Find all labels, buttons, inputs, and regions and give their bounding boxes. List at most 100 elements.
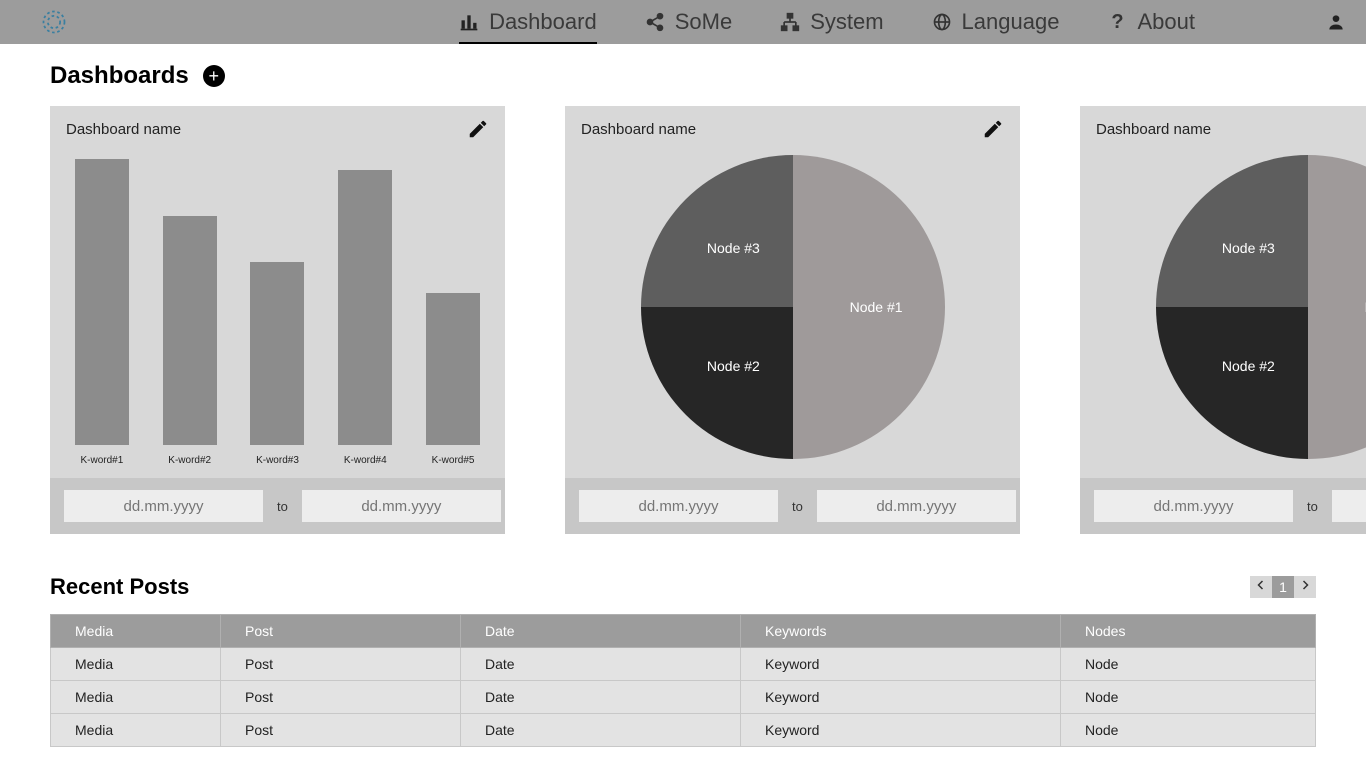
nav-label: Language <box>962 9 1060 35</box>
dashboard-card: Dashboard nameK-word#1K-word#2K-word#3K-… <box>50 106 505 534</box>
bar-label: K-word#4 <box>344 455 387 466</box>
table-cell: Media <box>51 714 221 747</box>
card-title: Dashboard name <box>1096 121 1211 138</box>
nav-dashboard[interactable]: Dashboard <box>459 0 597 44</box>
dashboards-head: Dashboards + <box>50 62 1366 90</box>
recent-posts-table: MediaPostDateKeywordsNodesMediaPostDateK… <box>50 614 1316 747</box>
globe-icon <box>932 12 952 32</box>
bar-label: K-word#1 <box>80 455 123 466</box>
pie-slice-label: Node #3 <box>1222 240 1275 256</box>
to-label: to <box>277 499 288 514</box>
table-cell: Date <box>461 648 741 681</box>
pie-holder: Node #1Node #2Node #3 <box>1156 155 1366 459</box>
nav-label: Dashboard <box>489 9 597 35</box>
bar <box>426 293 480 445</box>
nav-system[interactable]: System <box>780 0 883 44</box>
bar-wrap: K-word#5 <box>421 148 485 466</box>
sitemap-icon <box>780 12 800 32</box>
dashboards-title: Dashboards <box>50 62 189 90</box>
table-cell: Keyword <box>741 714 1061 747</box>
card-title: Dashboard name <box>66 121 181 138</box>
add-dashboard-button[interactable]: + <box>203 65 225 87</box>
card-head: Dashboard name <box>50 106 505 148</box>
nav-label: About <box>1137 9 1195 35</box>
top-nav: Dashboard SoMe System Language ? About <box>0 0 1366 44</box>
date-to-input[interactable] <box>817 490 1016 522</box>
question-icon: ? <box>1107 12 1127 32</box>
date-to-input[interactable] <box>1332 490 1366 522</box>
to-label: to <box>1307 499 1318 514</box>
dashboard-card: Dashboard nameNode #1Node #2Node #3to <box>1080 106 1366 534</box>
card-date-footer: to <box>565 478 1020 534</box>
table-row[interactable]: MediaPostDateKeywordNode <box>51 648 1316 681</box>
bar-label: K-word#5 <box>432 455 475 466</box>
table-header-cell: Nodes <box>1061 615 1316 648</box>
date-from-input[interactable] <box>1094 490 1293 522</box>
bar-label: K-word#2 <box>168 455 211 466</box>
nav-items: Dashboard SoMe System Language ? About <box>459 0 1195 44</box>
table-header-cell: Media <box>51 615 221 648</box>
recent-title: Recent Posts <box>50 574 189 600</box>
table-cell: Node <box>1061 648 1316 681</box>
nav-some[interactable]: SoMe <box>645 0 732 44</box>
edit-icon[interactable] <box>467 118 489 140</box>
pager-page-number: 1 <box>1272 576 1294 598</box>
card-head: Dashboard name <box>565 106 1020 148</box>
nav-about[interactable]: ? About <box>1107 0 1195 44</box>
table-cell: Post <box>221 648 461 681</box>
table-header-row: MediaPostDateKeywordsNodes <box>51 615 1316 648</box>
pie-slice-label: Node #1 <box>850 299 903 315</box>
share-icon <box>645 12 665 32</box>
pie-chart: Node #1Node #2Node #3 <box>1080 148 1366 478</box>
table-header-cell: Keywords <box>741 615 1061 648</box>
chevron-right-icon <box>1299 578 1311 596</box>
table-cell: Keyword <box>741 648 1061 681</box>
card-title: Dashboard name <box>581 121 696 138</box>
bar-chart-icon <box>459 12 479 32</box>
date-from-input[interactable] <box>64 490 263 522</box>
table-cell: Node <box>1061 681 1316 714</box>
pager-prev-button[interactable] <box>1250 576 1272 598</box>
recent-section: Recent Posts 1 MediaPostDateKeywordsNode… <box>50 574 1366 747</box>
table-cell: Node <box>1061 714 1316 747</box>
dashboard-card: Dashboard name Node #1 Node #2 Node #3 to <box>565 106 1020 534</box>
table-row[interactable]: MediaPostDateKeywordNode <box>51 681 1316 714</box>
table-cell: Media <box>51 648 221 681</box>
table-cell: Media <box>51 681 221 714</box>
pager: 1 <box>1250 576 1316 598</box>
bar-label: K-word#3 <box>256 455 299 466</box>
recent-head: Recent Posts 1 <box>50 574 1316 600</box>
plus-icon: + <box>208 67 219 85</box>
card-date-footer: to <box>1080 478 1366 534</box>
chevron-left-icon <box>1255 578 1267 596</box>
bar <box>338 170 392 445</box>
bar-chart: K-word#1 K-word#2 K-word#3 K-word#4 K-word#5 <box>50 148 505 478</box>
edit-icon[interactable] <box>982 118 1004 140</box>
bar-wrap: K-word#2 <box>158 148 222 466</box>
table-cell: Date <box>461 714 741 747</box>
pie-holder: Node #1 Node #2 Node #3 <box>641 155 945 459</box>
nav-language[interactable]: Language <box>932 0 1060 44</box>
pie-chart: Node #1 Node #2 Node #3 <box>565 148 1020 478</box>
pie-slice-label: Node #2 <box>1222 358 1275 374</box>
bar-wrap: K-word#1 <box>70 148 134 466</box>
table-header-cell: Post <box>221 615 461 648</box>
pie-slice-label: Node #2 <box>707 358 760 374</box>
nav-label: SoMe <box>675 9 732 35</box>
table-cell: Keyword <box>741 681 1061 714</box>
card-head: Dashboard name <box>1080 106 1366 148</box>
bar <box>250 262 304 445</box>
page-content: Dashboards + Dashboard nameK-word#1K-wor… <box>0 44 1366 747</box>
dashboard-cards: Dashboard nameK-word#1K-word#2K-word#3K-… <box>50 106 1366 534</box>
bar-wrap: K-word#4 <box>333 148 397 466</box>
table-row[interactable]: MediaPostDateKeywordNode <box>51 714 1316 747</box>
bar <box>163 216 217 445</box>
table-cell: Post <box>221 681 461 714</box>
date-from-input[interactable] <box>579 490 778 522</box>
user-icon[interactable] <box>1326 12 1346 32</box>
nav-label: System <box>810 9 883 35</box>
pie-slice-label: Node #3 <box>707 240 760 256</box>
date-to-input[interactable] <box>302 490 501 522</box>
table-cell: Date <box>461 681 741 714</box>
pager-next-button[interactable] <box>1294 576 1316 598</box>
